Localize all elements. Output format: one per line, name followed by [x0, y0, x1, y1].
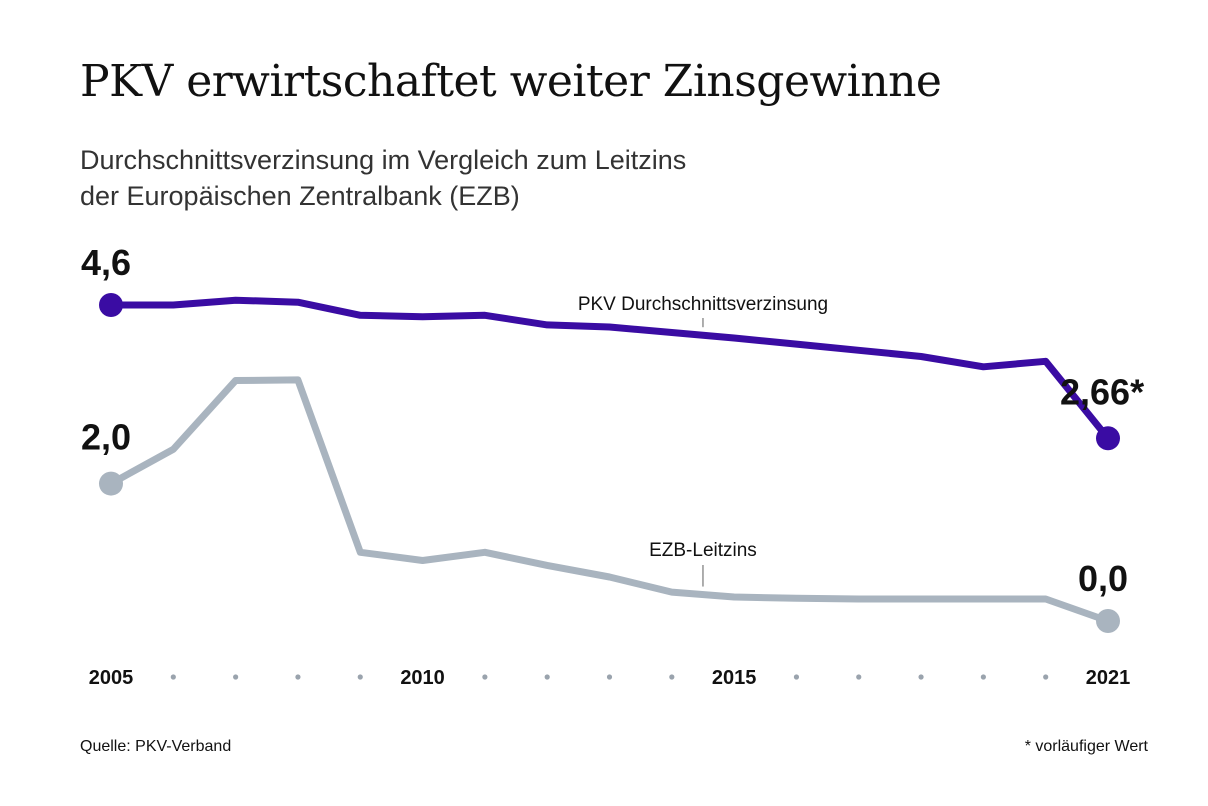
x-tick-label-2010: 2010: [400, 667, 445, 689]
series-start-point-ezb-leitzins: [99, 471, 123, 496]
data-label-start-ezb-leitzins: 2,0: [81, 417, 131, 458]
series-name-label-ezb-leitzins: EZB-Leitzins: [649, 540, 757, 561]
x-tick-label-2005: 2005: [89, 667, 134, 689]
data-label-end-pkv-durchschnittsverzinsung: 2,66*: [1060, 371, 1144, 412]
series-start-point-pkv-durchschnittsverzinsung: [99, 292, 123, 317]
x-tick-dot-2017: [856, 674, 862, 680]
data-label-end-ezb-leitzins: 0,0: [1078, 558, 1128, 599]
x-tick-dot-2011: [482, 674, 488, 680]
x-tick-label-2021: 2021: [1086, 667, 1131, 689]
data-label-start-pkv-durchschnittsverzinsung: 4,6: [81, 242, 131, 283]
series-end-point-pkv-durchschnittsverzinsung: [1096, 426, 1120, 451]
subtitle-line-2: der Europäischen Zentralbank (EZB): [80, 181, 520, 211]
footnote: * vorläufiger Wert: [1024, 738, 1148, 755]
x-tick-dot-2018: [918, 674, 924, 680]
x-tick-dot-2019: [980, 674, 986, 680]
x-tick-dot-2006: [170, 674, 176, 680]
series-line-ezb-leitzins: [107, 376, 1112, 625]
x-tick-dot-2012: [544, 674, 550, 680]
x-tick-dot-2016: [793, 674, 800, 680]
series-layer: [99, 292, 1120, 633]
series-line-pkv-durchschnittsverzinsung: [107, 296, 1112, 442]
x-tick-dot-2014: [669, 674, 675, 680]
x-tick-dot-2007: [233, 674, 239, 680]
series-end-point-ezb-leitzins: [1096, 609, 1120, 633]
x-axis: 2005 2010 2015 2021: [89, 667, 1131, 689]
chart-title: PKV erwirtschaftet weiter Zinsgewinne: [80, 56, 942, 107]
x-tick-dot-2008: [295, 674, 301, 680]
x-tick-dot-2013: [606, 674, 613, 680]
subtitle-line-1: Durchschnittsverzinsung im Vergleich zum…: [80, 145, 687, 175]
series-name-label-pkv-durchschnittsverzinsung: PKV Durchschnittsverzinsung: [578, 294, 828, 315]
source-note: Quelle: PKV-Verband: [80, 738, 232, 755]
label-layer: 4,6 2,66* PKV Durchschnittsverzinsung 2,0 0,…: [81, 242, 1144, 599]
x-tick-dot-2020: [1043, 674, 1049, 680]
x-tick-label-2015: 2015: [712, 667, 757, 689]
chart-subtitle: Durchschnittsverzinsung im Vergleich zum…: [80, 142, 980, 214]
x-tick-dot-2009: [357, 674, 363, 680]
